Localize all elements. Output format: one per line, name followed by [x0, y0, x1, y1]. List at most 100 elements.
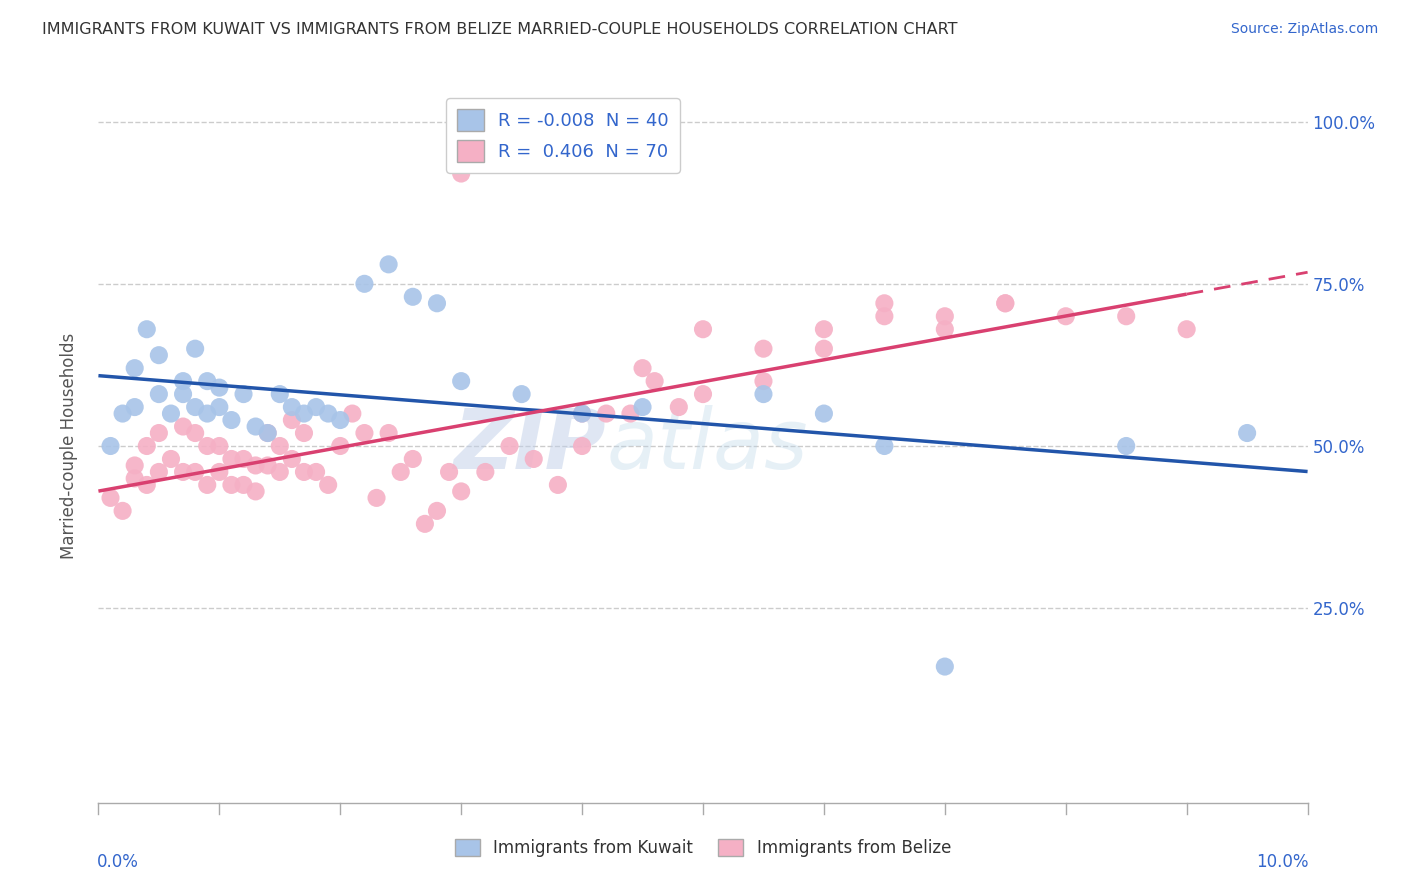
Point	[100, 491, 122, 505]
Point	[1115, 310, 1137, 324]
Text: IMMIGRANTS FROM KUWAIT VS IMMIGRANTS FROM BELIZE MARRIED-COUPLE HOUSEHOLDS CORRE: IMMIGRANTS FROM KUWAIT VS IMMIGRANTS FRO…	[42, 22, 957, 37]
Point	[934, 322, 956, 336]
Point	[184, 465, 207, 479]
Point	[135, 322, 157, 336]
Point	[160, 452, 183, 467]
Point	[426, 504, 449, 518]
Point	[269, 439, 291, 453]
Point	[148, 425, 170, 440]
Point	[377, 425, 399, 440]
Point	[256, 458, 278, 473]
Point	[135, 478, 157, 492]
Point	[172, 419, 194, 434]
Point	[366, 491, 388, 505]
Point	[619, 407, 641, 421]
Point	[184, 342, 207, 356]
Point	[160, 407, 183, 421]
Point	[256, 425, 278, 440]
Point	[184, 400, 207, 414]
Point	[402, 290, 425, 304]
Point	[426, 296, 449, 310]
Point	[752, 387, 775, 401]
Point	[437, 465, 460, 479]
Point	[510, 387, 533, 401]
Point	[1054, 310, 1077, 324]
Point	[148, 387, 170, 401]
Point	[498, 439, 520, 453]
Point	[124, 361, 146, 376]
Point	[692, 322, 714, 336]
Text: ZIP: ZIP	[454, 406, 606, 486]
Point	[644, 374, 666, 388]
Point	[329, 439, 352, 453]
Point	[208, 465, 231, 479]
Point	[281, 452, 304, 467]
Point	[124, 471, 146, 485]
Point	[316, 407, 339, 421]
Text: Source: ZipAtlas.com: Source: ZipAtlas.com	[1230, 22, 1378, 37]
Point	[111, 504, 134, 518]
Point	[316, 478, 339, 492]
Point	[1115, 439, 1137, 453]
Legend: Immigrants from Kuwait, Immigrants from Belize: Immigrants from Kuwait, Immigrants from …	[447, 831, 959, 866]
Point	[256, 425, 278, 440]
Point	[135, 439, 157, 453]
Point	[450, 484, 472, 499]
Point	[934, 310, 956, 324]
Text: 0.0%: 0.0%	[97, 853, 139, 871]
Point	[221, 478, 243, 492]
Point	[208, 439, 231, 453]
Point	[994, 296, 1017, 310]
Point	[221, 452, 243, 467]
Point	[389, 465, 412, 479]
Point	[813, 342, 835, 356]
Point	[377, 257, 399, 271]
Point	[292, 425, 315, 440]
Point	[873, 439, 896, 453]
Point	[631, 400, 654, 414]
Point	[571, 439, 593, 453]
Point	[221, 413, 243, 427]
Point	[195, 374, 218, 388]
Point	[124, 458, 146, 473]
Point	[195, 439, 218, 453]
Point	[595, 407, 617, 421]
Point	[571, 407, 593, 421]
Point	[100, 439, 122, 453]
Point	[245, 484, 267, 499]
Point	[281, 413, 304, 427]
Point	[353, 425, 375, 440]
Point	[934, 659, 956, 673]
Point	[813, 322, 835, 336]
Point	[184, 425, 207, 440]
Point	[813, 407, 835, 421]
Point	[450, 374, 472, 388]
Point	[172, 374, 194, 388]
Point	[752, 374, 775, 388]
Point	[232, 478, 254, 492]
Point	[245, 458, 267, 473]
Point	[292, 465, 315, 479]
Point	[208, 381, 231, 395]
Point	[571, 407, 593, 421]
Point	[281, 400, 304, 414]
Point	[208, 400, 231, 414]
Y-axis label: Married-couple Households: Married-couple Households	[59, 333, 77, 559]
Point	[195, 407, 218, 421]
Point	[402, 452, 425, 467]
Text: atlas: atlas	[606, 406, 808, 486]
Point	[124, 400, 146, 414]
Point	[305, 465, 328, 479]
Point	[232, 452, 254, 467]
Point	[873, 310, 896, 324]
Point	[269, 387, 291, 401]
Point	[232, 387, 254, 401]
Point	[148, 465, 170, 479]
Point	[353, 277, 375, 291]
Point	[342, 407, 364, 421]
Point	[111, 407, 134, 421]
Point	[450, 167, 472, 181]
Point	[631, 361, 654, 376]
Point	[329, 413, 352, 427]
Point	[1175, 322, 1198, 336]
